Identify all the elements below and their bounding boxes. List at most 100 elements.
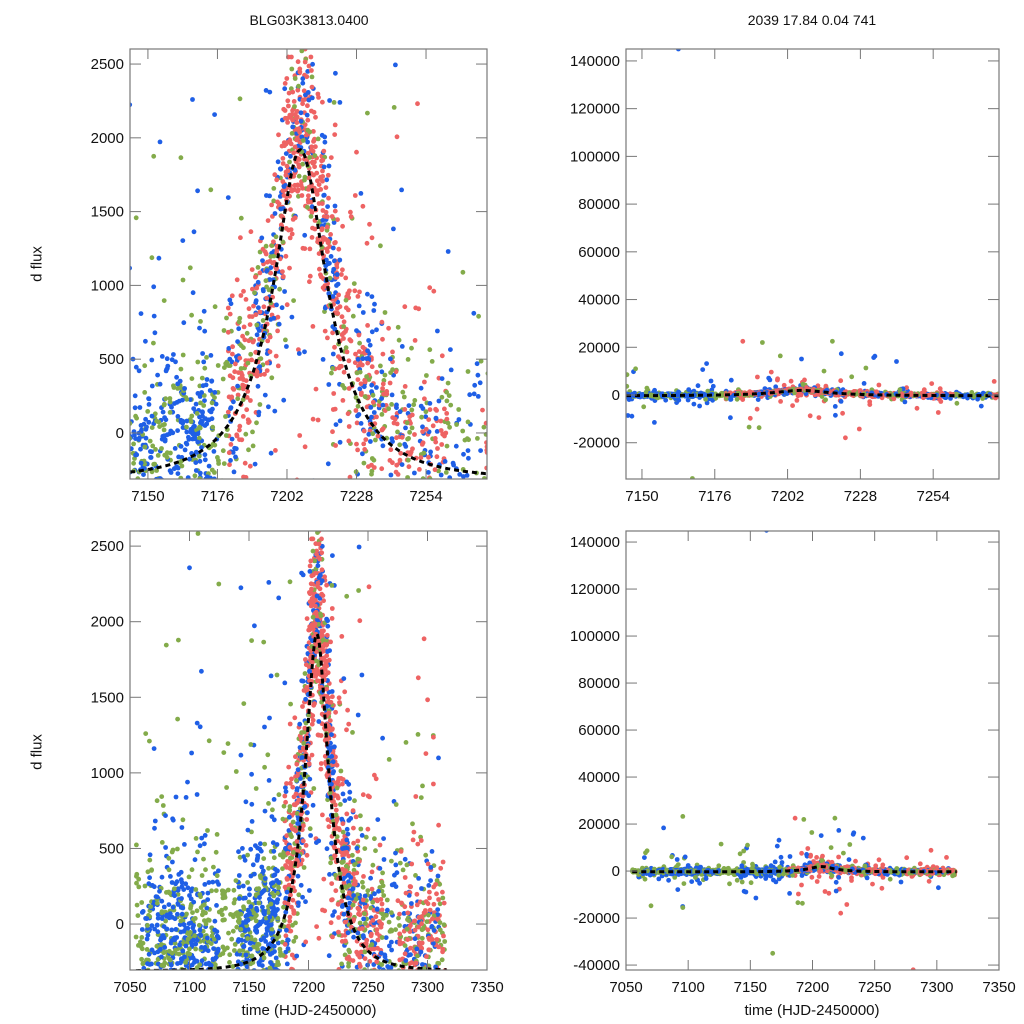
- data-point-blue: [259, 235, 265, 241]
- data-point-green: [255, 265, 261, 270]
- data-point-blue: [149, 971, 154, 976]
- data-point-blue: [477, 380, 483, 386]
- data-point-red: [300, 97, 306, 103]
- data-point-blue: [393, 850, 398, 856]
- data-point-green: [350, 313, 356, 319]
- data-point-green: [215, 455, 220, 460]
- data-point-red: [410, 446, 415, 452]
- data-point-green: [373, 848, 378, 854]
- data-point-blue: [195, 439, 201, 445]
- data-point-red: [359, 392, 364, 397]
- data-point-blue: [156, 255, 162, 261]
- data-point-red: [249, 267, 255, 272]
- data-point-blue: [241, 854, 247, 860]
- data-point-green: [396, 915, 401, 921]
- data-point-blue: [206, 463, 212, 469]
- data-point-blue: [169, 404, 174, 410]
- data-point-red: [352, 360, 358, 366]
- data-point-blue: [324, 177, 330, 183]
- data-point-green: [170, 481, 175, 486]
- data-point-blue: [330, 294, 336, 299]
- data-point-red: [240, 414, 246, 419]
- data-point-green: [170, 847, 176, 853]
- data-point-blue: [178, 444, 184, 449]
- data-point-blue: [391, 226, 396, 232]
- data-point-green: [208, 187, 214, 193]
- data-point-green: [481, 424, 487, 430]
- data-point-blue: [453, 443, 459, 449]
- data-point-green: [151, 153, 157, 159]
- data-point-blue: [267, 715, 272, 721]
- data-point-red: [296, 126, 302, 132]
- data-point-red: [291, 99, 297, 104]
- data-point-blue: [978, 403, 984, 409]
- data-point-red: [374, 369, 380, 375]
- data-point-red: [369, 235, 375, 241]
- data-point-red: [778, 399, 783, 404]
- data-point-blue: [212, 112, 218, 117]
- data-point-blue: [199, 445, 204, 450]
- data-point-red: [379, 466, 385, 472]
- data-point-green: [821, 368, 827, 374]
- data-point-red: [320, 174, 326, 179]
- data-point-blue: [418, 403, 424, 409]
- data-point-green: [135, 913, 141, 918]
- x-tick-label: 7228: [340, 488, 373, 505]
- data-point-red: [434, 891, 439, 897]
- data-point-green: [178, 155, 184, 161]
- data-point-green: [159, 446, 164, 451]
- data-point-blue: [333, 422, 339, 427]
- data-point-red: [275, 363, 281, 369]
- data-point-red: [292, 215, 298, 221]
- data-point-green: [167, 396, 173, 401]
- data-point-blue: [324, 257, 329, 263]
- data-point-green: [242, 968, 247, 970]
- data-point-blue: [139, 927, 145, 932]
- data-point-red: [380, 381, 386, 387]
- data-point-red: [278, 222, 284, 228]
- data-point-red: [427, 285, 433, 291]
- data-point-red: [790, 403, 795, 408]
- data-point-green: [198, 319, 203, 324]
- data-point-blue: [380, 735, 385, 741]
- data-point-green: [223, 905, 228, 911]
- data-point-red: [275, 328, 280, 334]
- data-point-green: [152, 461, 158, 467]
- data-point-green: [219, 912, 225, 918]
- data-point-red: [244, 407, 250, 413]
- data-point-red: [348, 209, 353, 215]
- data-point-blue: [157, 381, 163, 387]
- data-point-red: [929, 381, 935, 386]
- data-point-blue: [190, 431, 196, 437]
- data-point-red: [286, 90, 292, 96]
- data-point-blue: [200, 383, 206, 389]
- data-point-green: [216, 461, 222, 466]
- data-point-blue: [302, 349, 307, 355]
- data-point-green: [800, 381, 806, 387]
- data-point-red: [344, 349, 350, 355]
- data-point-blue: [226, 346, 232, 351]
- data-point-red: [322, 283, 328, 289]
- data-point-red: [394, 134, 400, 140]
- data-point-blue: [300, 76, 306, 82]
- data-point-blue: [141, 472, 146, 477]
- data-point-blue: [185, 885, 191, 891]
- data-point-blue: [360, 356, 366, 362]
- data-point-green: [214, 873, 220, 879]
- data-point-green: [377, 885, 383, 890]
- data-point-red: [362, 379, 368, 385]
- data-point-red: [418, 838, 424, 843]
- data-point-blue: [208, 475, 213, 479]
- data-point-red: [390, 349, 395, 355]
- data-point-red: [271, 239, 276, 245]
- data-point-green: [439, 957, 445, 963]
- data-point-red: [380, 351, 386, 357]
- data-point-green: [261, 639, 267, 645]
- data-point-green: [378, 363, 383, 369]
- data-point-blue: [374, 907, 380, 912]
- data-point-green: [444, 398, 450, 404]
- data-point-blue: [326, 163, 332, 169]
- data-point-blue: [272, 408, 278, 414]
- data-point-red: [289, 904, 294, 910]
- data-point-red: [320, 178, 325, 184]
